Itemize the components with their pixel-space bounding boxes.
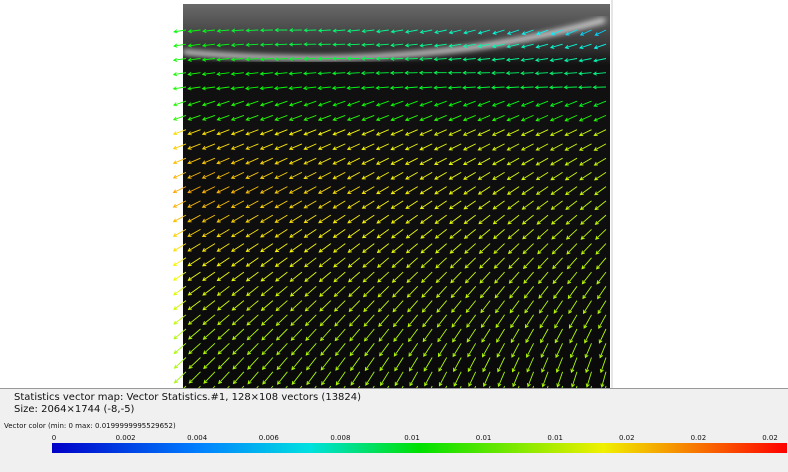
map-info: Statistics vector map: Vector Statistics… (14, 392, 361, 403)
colorbar-label: 0 (52, 434, 56, 442)
size-info: Size: 2064×1744 (-8,-5) (14, 404, 135, 415)
colorbar-label: 0.01 (404, 434, 420, 442)
colorbar-caption: Vector color (min: 0 max: 0.019999999552… (4, 422, 176, 430)
vector-map-view: Statistics vector map: Vector Statistics… (0, 0, 788, 472)
colorbar-label: 0.01 (476, 434, 492, 442)
camera-image (183, 4, 610, 388)
colorbar-label: 0.004 (187, 434, 208, 442)
colorbar-label: 0.01 (547, 434, 563, 442)
colorbar-label: 0.02 (619, 434, 635, 442)
colorbar-label: 0.006 (259, 434, 280, 442)
colorbar-label: 0.002 (116, 434, 136, 442)
page: Statistics vector map: Vector Statistics… (0, 0, 788, 472)
colorbar-label: 0.02 (691, 434, 707, 442)
colorbar (52, 443, 787, 453)
colorbar-label: 0.008 (330, 434, 350, 442)
colorbar-label: 0.02 (762, 434, 778, 442)
